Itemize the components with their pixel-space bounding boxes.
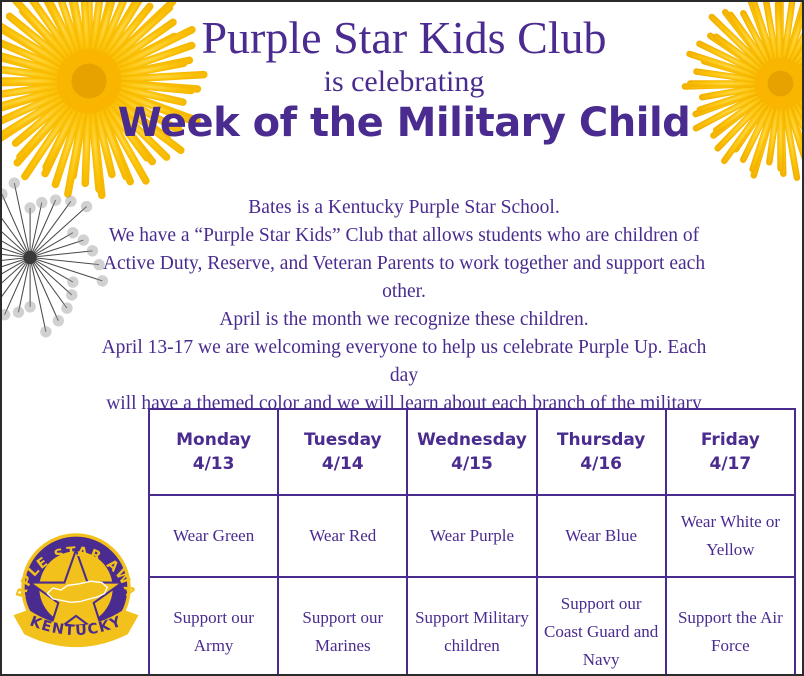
- table-cell: Wear Purple: [406, 494, 538, 578]
- header-date: 4/14: [321, 454, 364, 474]
- header-day: Thursday: [556, 430, 646, 450]
- body-line: Bates is a Kentucky Purple Star School.: [248, 197, 560, 218]
- weekly-schedule-table: Monday 4/13 Tuesday 4/14 Wednesday 4/15 …: [147, 408, 797, 674]
- header-day: Monday: [176, 430, 252, 450]
- table-header-row: Monday 4/13 Tuesday 4/14 Wednesday 4/15 …: [147, 408, 797, 496]
- header-date: 4/13: [192, 454, 235, 474]
- table-cell: Support our Army: [147, 576, 280, 674]
- body-line: We have a “Purple Star Kids” Club that a…: [108, 225, 700, 246]
- header-day: Wednesday: [417, 430, 527, 450]
- header-day: Friday: [700, 430, 760, 450]
- table-header-cell: Monday 4/13: [147, 408, 280, 496]
- table-header-cell: Friday 4/17: [664, 408, 797, 496]
- page-subtitle: is celebrating: [323, 65, 485, 98]
- header-date: 4/15: [451, 454, 493, 474]
- table-cell: Support Military children: [406, 576, 538, 674]
- header-date: 4/16: [580, 454, 622, 474]
- table-cell: Wear Red: [277, 494, 409, 578]
- header-date: 4/17: [709, 454, 752, 474]
- table-cell: Support the Air Force: [664, 576, 797, 674]
- table-header-cell: Thursday 4/16: [535, 408, 667, 496]
- table-cell: Support our Coast Guard and Navy: [535, 576, 667, 674]
- table-header-cell: Wednesday 4/15: [406, 408, 538, 496]
- body-line: Active Duty, Reserve, and Veteran Parent…: [102, 253, 706, 274]
- purple-star-award-badge-icon: PURPLE STAR AWARD KENTUCKY: [8, 520, 139, 648]
- table-cell: Wear White or Yellow: [664, 494, 797, 578]
- table-row: Wear Green Wear Red Wear Purple Wear Blu…: [147, 494, 797, 578]
- body-line: April is the month we recognize these ch…: [219, 309, 589, 330]
- table-cell: Wear Green: [147, 494, 280, 578]
- body-line: other.: [382, 281, 426, 302]
- body-line: April 13-17 we are welcoming everyone to…: [101, 337, 707, 386]
- page-title: Purple Star Kids Club: [201, 12, 607, 63]
- poster-header: Purple Star Kids Club is celebrating Wee…: [2, 12, 802, 146]
- header-day: Tuesday: [303, 430, 382, 450]
- page-title-emphasis: Week of the Military Child: [117, 100, 691, 146]
- table-header-cell: Tuesday 4/14: [277, 408, 409, 496]
- table-cell: Wear Blue: [535, 494, 667, 578]
- table-row: Support our Army Support our Marines Sup…: [147, 576, 797, 674]
- table-cell: Support our Marines: [277, 576, 409, 674]
